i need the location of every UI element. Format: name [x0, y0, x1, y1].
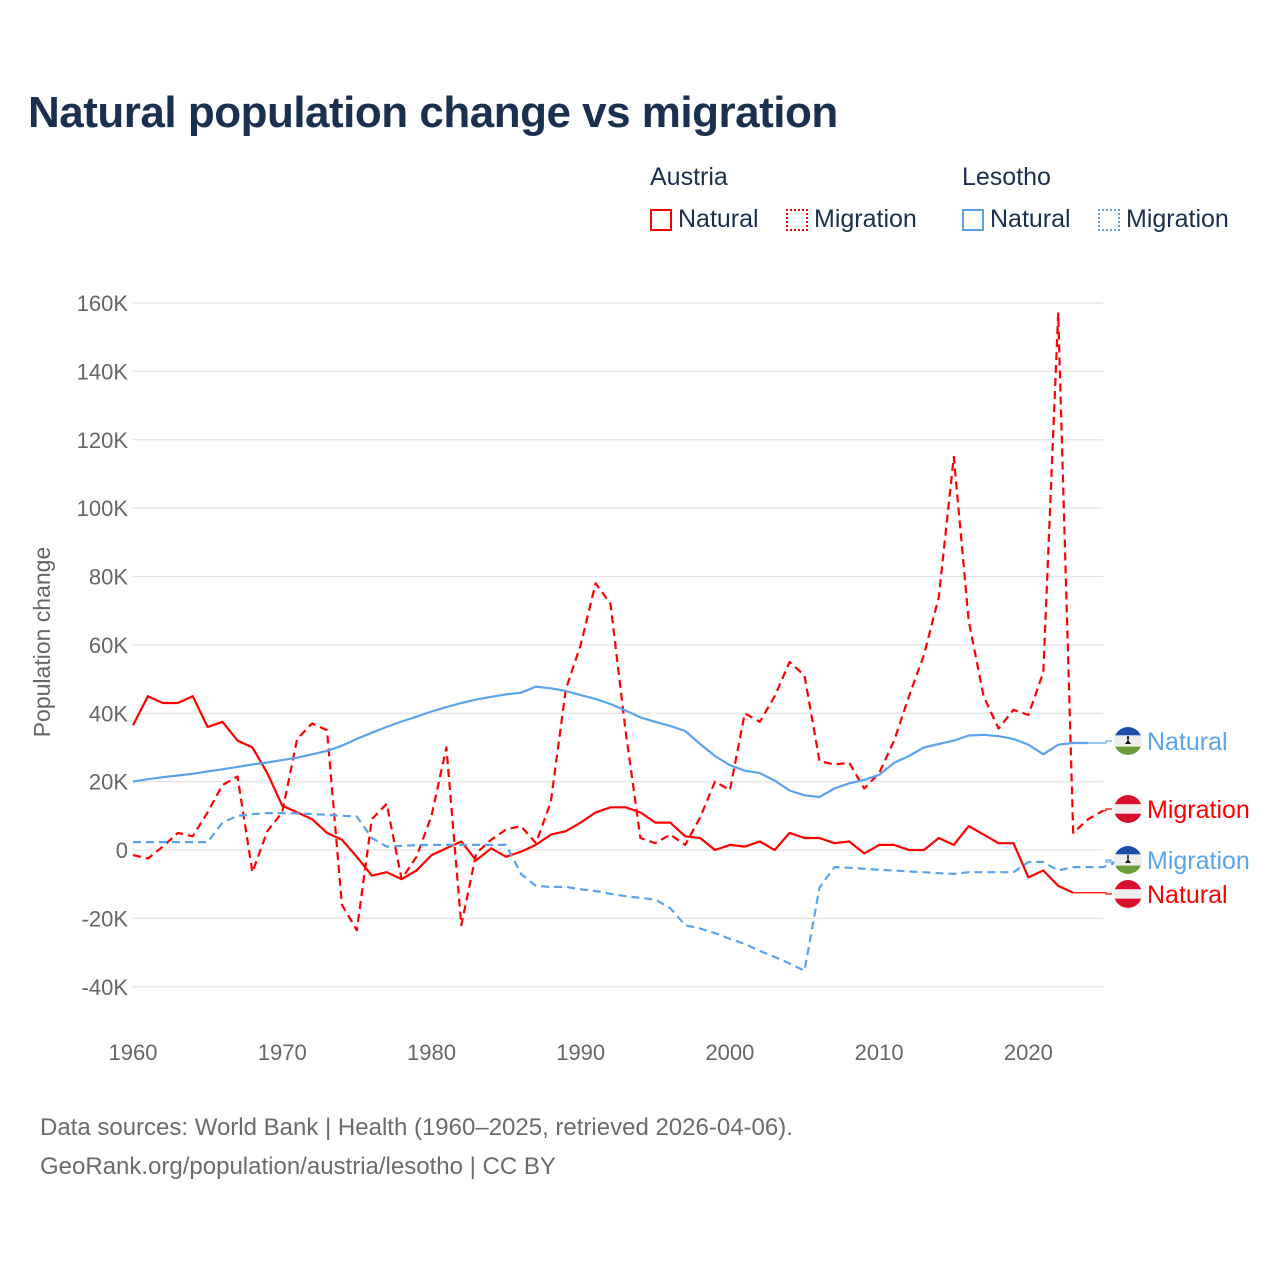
y-tick-label: 80K	[89, 565, 128, 590]
x-tick-label: 2010	[855, 1040, 904, 1065]
label-connector	[1073, 892, 1112, 895]
flag-stripes	[1114, 880, 1142, 908]
flag-stripe	[1114, 846, 1142, 855]
basotho-hat-icon	[1125, 736, 1131, 744]
austria-flag-icon	[1114, 795, 1142, 823]
legend-austria-migration[interactable]: Migration	[786, 205, 917, 234]
chart-title: Natural population change vs migration	[28, 88, 838, 137]
flag-stripe	[1114, 746, 1142, 755]
y-tick-label: 0	[116, 838, 128, 863]
y-tick-label: 160K	[77, 291, 129, 316]
legend-label: Natural	[990, 205, 1071, 233]
legend-group-lesotho: Lesotho	[962, 163, 1051, 191]
flag-stripe	[1114, 880, 1142, 890]
flag-stripe	[1114, 727, 1142, 736]
legend-swatch-solid-blue	[962, 208, 984, 231]
lesotho-flag-icon	[1114, 846, 1142, 874]
chart-plot: -40K -20K 0 20K 40K 60K 80K 100K 120K 140K 160K 19…	[29, 291, 1250, 1065]
x-tick-label: 1960	[109, 1040, 158, 1065]
flag-stripe	[1114, 898, 1142, 908]
basotho-hat-icon	[1125, 855, 1131, 863]
flag-stripes	[1114, 795, 1142, 823]
y-tick-label: 40K	[89, 701, 128, 726]
flag-stripes	[1114, 846, 1142, 874]
x-tick-label: 1970	[258, 1040, 307, 1065]
label-connector	[1088, 740, 1112, 744]
y-tick-label: 140K	[77, 359, 129, 384]
y-tick-label: 60K	[89, 633, 128, 658]
end-label: Migration	[1147, 847, 1250, 875]
series-line-lesotho-migration	[133, 812, 1119, 972]
legend-swatch-dotted-blue	[1098, 208, 1120, 231]
y-tick-label: -20K	[82, 906, 129, 931]
legend-swatch-solid-red	[650, 208, 672, 231]
legend-label: Migration	[814, 205, 917, 233]
source-note: Data sources: World Bank | Health (1960–…	[40, 1108, 793, 1186]
flag-stripe	[1114, 795, 1142, 805]
legend-label: Natural	[678, 205, 759, 233]
end-label: Migration	[1147, 796, 1250, 824]
series-line-austria-natural	[132, 695, 1074, 894]
legend-lesotho-natural[interactable]: Natural	[962, 205, 1071, 234]
series-line-austria-migration	[132, 312, 1104, 932]
legend-swatch-dotted-red	[786, 208, 808, 231]
flag-stripe	[1114, 889, 1142, 899]
x-tick-label: 2000	[705, 1040, 754, 1065]
source-link[interactable]: GeoRank.org/population/austria/lesotho |…	[40, 1153, 556, 1180]
y-tick-label: 20K	[89, 770, 128, 795]
label-connector	[1103, 808, 1112, 812]
source-line-1: Data sources: World Bank | Health (1960–…	[40, 1114, 793, 1141]
y-tick-label: -40K	[82, 975, 129, 1000]
x-tick-label: 1980	[407, 1040, 456, 1065]
x-tick-label: 2020	[1004, 1040, 1053, 1065]
legend-austria-natural[interactable]: Natural	[650, 205, 759, 234]
legend-label: Migration	[1126, 205, 1229, 233]
series-line-lesotho-natural	[132, 685, 1089, 799]
legend-lesotho-migration[interactable]: Migration	[1098, 205, 1229, 234]
y-axis-label: Population change	[29, 547, 55, 738]
x-tick-label: 1990	[556, 1040, 605, 1065]
end-label: Natural	[1147, 881, 1228, 909]
flag-stripe	[1114, 804, 1142, 814]
austria-flag-icon	[1114, 880, 1142, 908]
y-tick-label: 120K	[77, 428, 129, 453]
label-connector	[1105, 859, 1118, 863]
end-label: Natural	[1147, 728, 1228, 756]
flag-stripe	[1114, 813, 1142, 823]
flag-stripe	[1114, 865, 1142, 874]
lesotho-flag-icon	[1114, 727, 1142, 755]
y-tick-label: 100K	[77, 496, 129, 521]
flag-stripes	[1114, 727, 1142, 755]
legend-group-austria: Austria	[650, 163, 728, 191]
